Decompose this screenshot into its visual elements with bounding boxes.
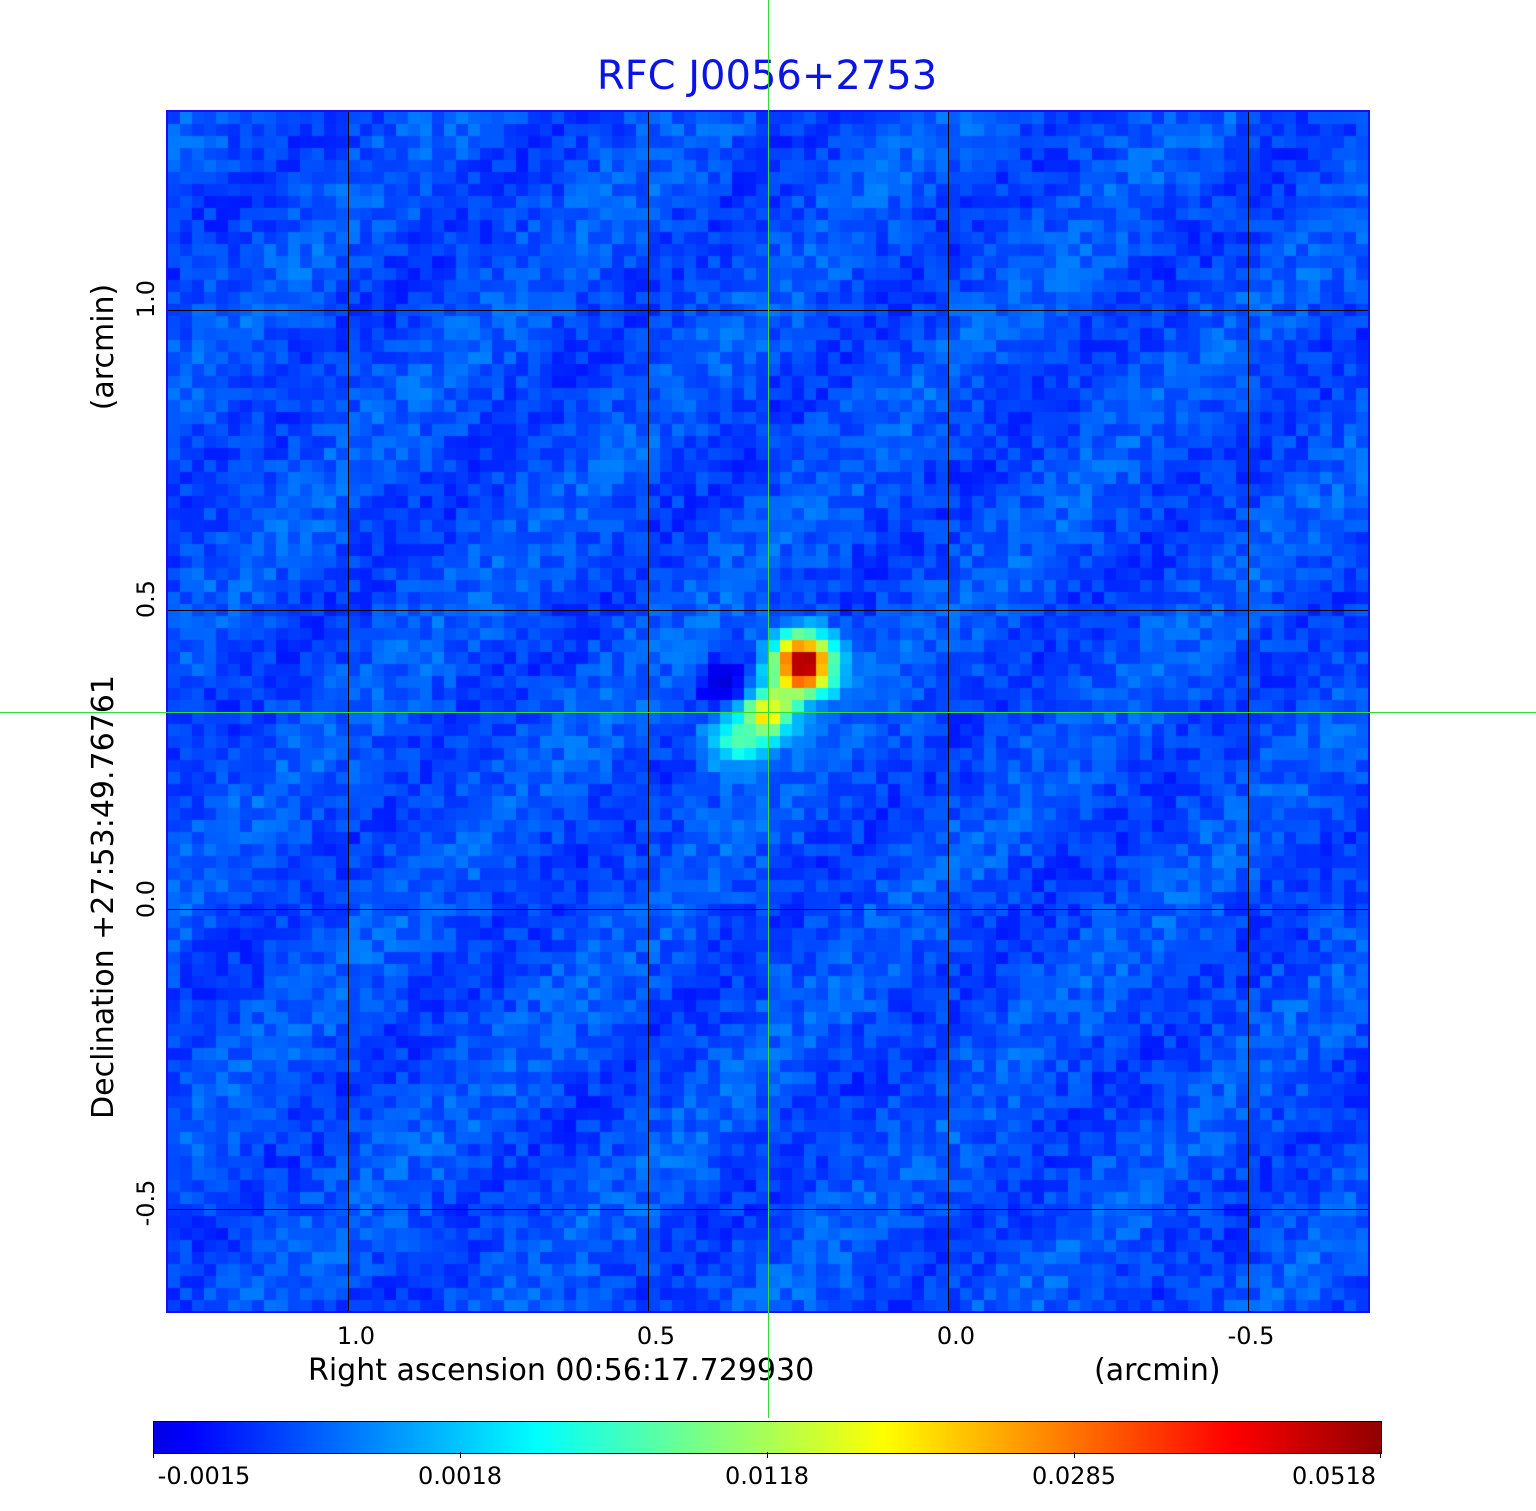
chart-title: RFC J0056+2753	[596, 53, 938, 99]
y-tick-label: -0.5	[132, 1179, 160, 1227]
y-tick-label: 0.5	[132, 579, 160, 619]
x-axis-unit: (arcmin)	[1094, 1353, 1221, 1388]
radio-map-heatmap	[168, 112, 1368, 1311]
colorbar-tick-label: 0.0018	[418, 1462, 502, 1490]
colorbar-tick-label: 0.0118	[725, 1462, 809, 1490]
x-tick-label: 0.5	[636, 1322, 676, 1350]
y-axis-unit: (arcmin)	[86, 283, 121, 411]
colorbar-tick-label: 0.0518	[1292, 1462, 1376, 1490]
y-axis-label: Declination +27:53:49.76761	[86, 675, 121, 1119]
colorbar	[153, 1421, 1382, 1454]
x-tick-label: 1.0	[336, 1322, 376, 1350]
x-tick-label: 0.0	[936, 1322, 976, 1350]
colorbar-tick-label: 0.0285	[1032, 1462, 1116, 1490]
colorbar-tick-label: -0.0015	[157, 1462, 251, 1490]
x-axis-label: Right ascension 00:56:17.729930	[308, 1353, 815, 1388]
y-tick-label: 1.0	[132, 279, 160, 319]
x-tick-label: -0.5	[1227, 1322, 1275, 1350]
image-plot-area[interactable]	[166, 110, 1370, 1313]
y-tick-label: 0.0	[132, 879, 160, 919]
